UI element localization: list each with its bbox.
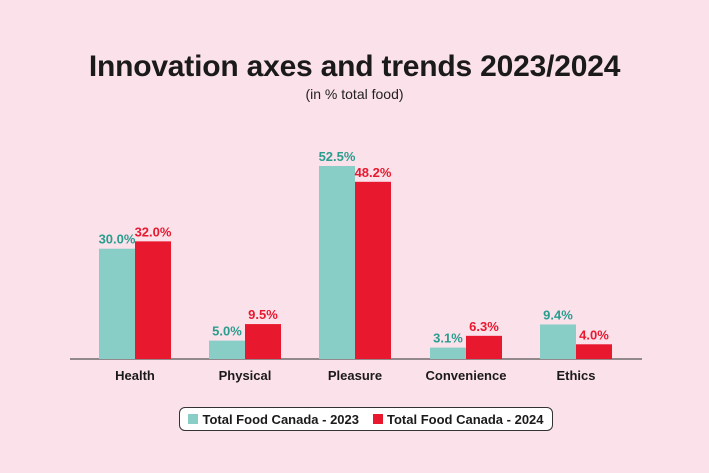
data-label-physical-2023: 5.0% — [212, 324, 242, 339]
legend-label-2024: Total Food Canada - 2024 — [387, 411, 544, 427]
bar-pleasure-2023 — [319, 166, 355, 359]
x-tick-label-convenience: Convenience — [426, 368, 507, 383]
bar-physical-2024 — [245, 324, 281, 359]
legend-label-2023: Total Food Canada - 2023 — [202, 411, 359, 427]
bar-health-2023 — [99, 248, 135, 359]
data-label-ethics-2024: 4.0% — [579, 327, 609, 342]
bar-physical-2023 — [209, 340, 245, 359]
legend-item-2023: Total Food Canada - 2023 — [188, 412, 359, 427]
data-label-health-2023: 30.0% — [99, 232, 136, 247]
data-label-health-2024: 32.0% — [135, 224, 172, 239]
data-label-convenience-2024: 6.3% — [469, 319, 499, 334]
x-tick-label-ethics: Ethics — [556, 368, 595, 383]
x-tick-label-health: Health — [115, 368, 155, 383]
legend-swatch-2024 — [373, 414, 383, 424]
legend-swatch-2023 — [188, 414, 199, 424]
bar-health-2024 — [135, 241, 171, 359]
legend: Total Food Canada - 2023 Total Food Cana… — [179, 407, 553, 431]
bar-convenience-2023 — [430, 347, 466, 359]
x-tick-label-physical: Physical — [219, 368, 272, 383]
bars-layer: 30.0% 32.0% Health 5.0% 9.5% Physical 52.5%48.… — [99, 149, 612, 383]
bar-ethics-2024 — [576, 344, 612, 359]
bar-convenience-2024 — [466, 335, 502, 359]
x-tick-label-pleasure: Pleasure — [328, 368, 382, 383]
data-label-convenience-2023: 3.1% — [433, 331, 463, 346]
bar-ethics-2023 — [540, 324, 576, 359]
data-label-ethics-2023: 9.4% — [543, 307, 573, 322]
data-label-pleasure-2023: 52.5% — [319, 149, 356, 164]
data-label-physical-2024: 9.5% — [248, 307, 278, 322]
chart-subtitle: (in % total food) — [305, 86, 404, 102]
data-label-pleasure-2024: 48.2% — [355, 165, 392, 180]
bar-pleasure-2024 — [355, 181, 391, 359]
chart-title: Innovation axes and trends 2023/2024 — [88, 50, 621, 83]
legend-item-2024: Total Food Canada - 2024 — [373, 412, 544, 427]
